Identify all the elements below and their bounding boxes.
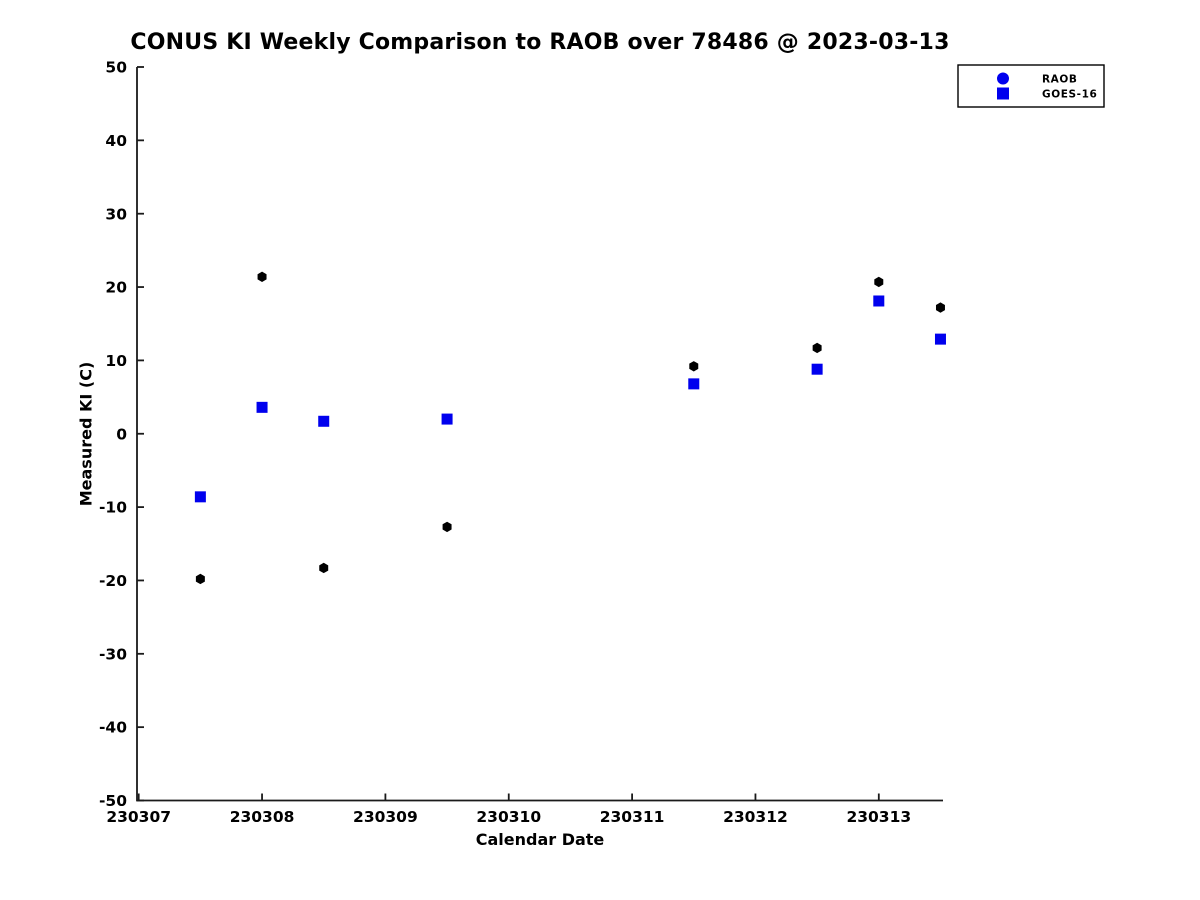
y-tick-label: 50 (105, 59, 127, 77)
x-tick-label: 230313 (846, 808, 911, 826)
goes-16-marker (934, 333, 946, 345)
goes-16-marker (318, 415, 330, 427)
raob-marker (689, 361, 699, 372)
y-tick-label: 40 (105, 132, 127, 150)
raob-marker (319, 562, 329, 574)
y-tick-label: -30 (99, 645, 127, 663)
x-axis-label: Calendar Date (475, 830, 605, 849)
y-tick-label: -10 (99, 499, 127, 517)
legend-box (957, 64, 1105, 108)
legend-label-goes-16: GOES-16 (1042, 88, 1097, 100)
goes-16-marker (194, 491, 206, 503)
raob-marker (442, 521, 452, 533)
goes-16-marker (256, 401, 268, 413)
x-tick-label: 230307 (106, 808, 171, 826)
goes-16-marker (688, 378, 700, 390)
chart-title: CONUS KI Weekly Comparison to RAOB over … (130, 30, 950, 55)
legend-marker-raob (997, 72, 1009, 85)
x-tick-label: 230309 (353, 808, 418, 826)
axis-spine (136, 67, 943, 802)
y-tick-label: 0 (116, 425, 127, 443)
legend-label-raob: RAOB (1042, 73, 1078, 85)
x-tick-label: 230308 (230, 808, 295, 826)
y-tick-label: 10 (105, 352, 127, 370)
x-tick-label: 230311 (600, 808, 665, 826)
raob-marker (257, 271, 267, 282)
y-tick-label: -50 (99, 792, 127, 810)
goes-16-marker (441, 413, 453, 425)
x-tick-label: 230312 (723, 808, 788, 826)
y-tick-label: -40 (99, 719, 127, 737)
goes-16-marker (811, 363, 823, 375)
raob-marker (874, 276, 884, 288)
raob-marker (812, 342, 822, 354)
x-tick-label: 230310 (476, 808, 541, 826)
y-tick-label: 30 (105, 205, 127, 223)
legend-marker-goes-16 (997, 87, 1009, 100)
raob-marker (195, 573, 205, 585)
raob-marker (935, 302, 945, 313)
y-tick-label: -20 (99, 572, 127, 590)
y-tick-label: 20 (105, 279, 127, 297)
goes-16-marker (873, 295, 885, 307)
